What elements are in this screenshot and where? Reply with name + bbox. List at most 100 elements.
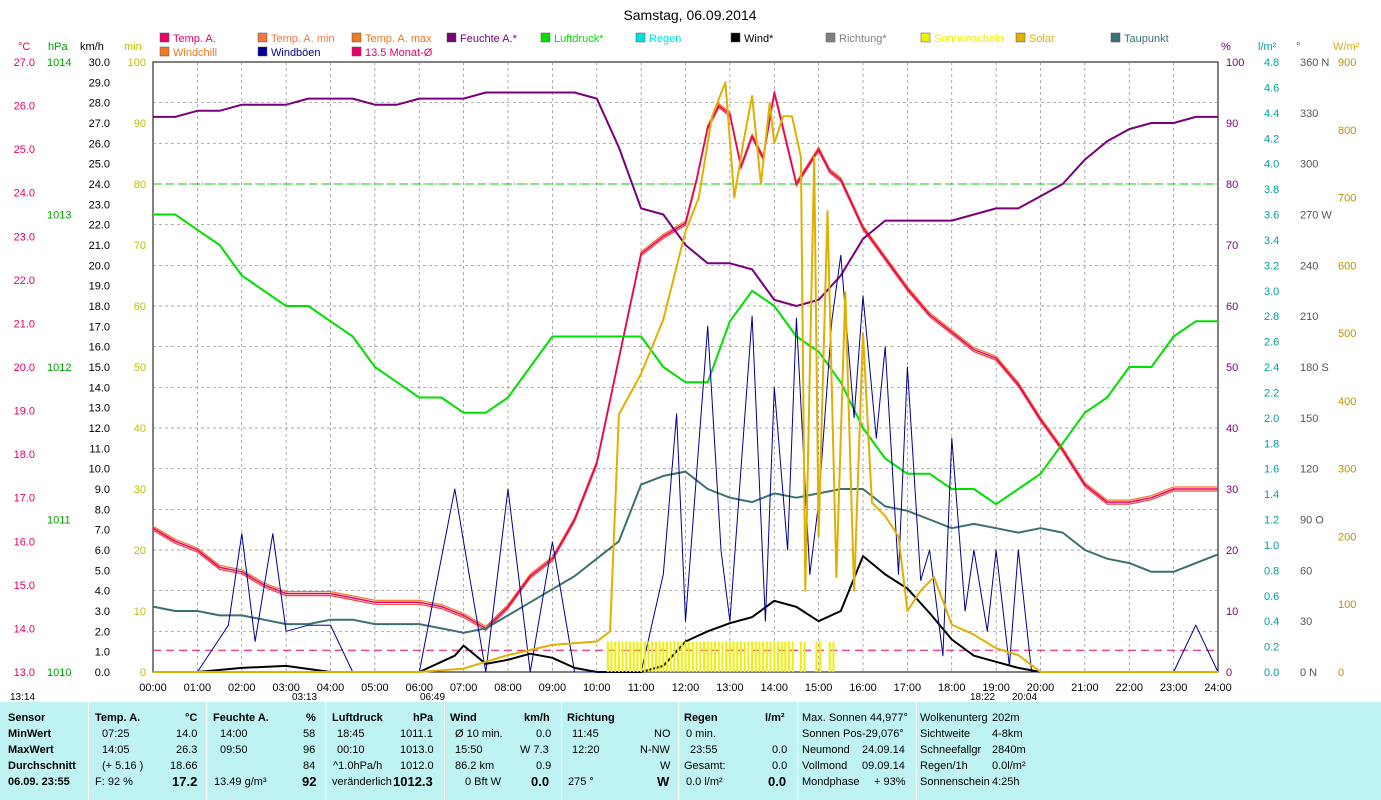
temp-min-time: 07:25 — [102, 728, 130, 740]
hum-current: 92 — [302, 774, 317, 789]
hum-tick-label: 80 — [1226, 179, 1238, 191]
marker-label: 20:04 — [1012, 692, 1037, 702]
dir-max-value: N-NW — [640, 744, 670, 756]
wind-tick-label: 21.0 — [89, 240, 110, 252]
press-min-time: 18:45 — [337, 728, 365, 740]
marker-label: 06:49 — [420, 692, 445, 702]
weather-chart: Samstag, 06.09.2014 Temp. A. Temp. A. min T… — [10, 7, 1360, 702]
rain-tick-label: 1.2 — [1264, 515, 1279, 527]
dir-tick-label: 150 — [1300, 413, 1318, 425]
solar-tick-label: 400 — [1338, 396, 1356, 408]
temp-unit: °C — [185, 712, 198, 724]
legend-swatch — [351, 46, 362, 57]
rain-tick-label: 0.0 — [1264, 667, 1279, 679]
min-tick-label: 20 — [134, 545, 146, 557]
hum-tick-label: 40 — [1226, 423, 1238, 435]
dir-tick-label: 90 O — [1300, 515, 1324, 527]
sunshine-value: 4:25h — [992, 776, 1020, 788]
temp-tick-label: 22.0 — [14, 275, 35, 287]
time-tick-label: 14:00 — [760, 682, 788, 694]
wind-tick-label: 28.0 — [89, 98, 110, 110]
wind-tick-label: 5.0 — [95, 565, 110, 577]
rain-tick-label: 0.2 — [1264, 642, 1279, 654]
time-tick-label: 12:00 — [672, 682, 700, 694]
temp-tick-label: 25.0 — [14, 144, 35, 156]
dir-min-value: NO — [654, 728, 671, 740]
legend-label: Feuchte A.* — [460, 33, 518, 45]
press-header: Luftdruck — [332, 712, 383, 724]
dir-tick-label: 300 — [1300, 159, 1318, 171]
solar-tick-label: 200 — [1338, 531, 1356, 543]
sun-pos-value: -29,076° — [862, 728, 904, 740]
wind-tick-label: 7.0 — [95, 525, 110, 537]
min-tick-label: 90 — [134, 118, 146, 130]
cloud-base-value: 202m — [992, 712, 1020, 724]
solar-tick-label: 100 — [1338, 599, 1356, 611]
time-tick-label: 08:00 — [494, 682, 522, 694]
press-current: 1012.3 — [393, 774, 433, 789]
wind-max-time: 15:50 — [455, 744, 483, 756]
avg-label: Durchschnitt — [8, 760, 76, 772]
marker-label: 03:13 — [292, 692, 317, 702]
hum-avg-value: 84 — [303, 760, 316, 772]
temp-min-value: 14.0 — [176, 728, 198, 740]
press-trend: ^1.0hPa/h — [333, 760, 383, 772]
dir-tick-label: 270 W — [1300, 210, 1332, 222]
min-label: MinWert — [8, 728, 52, 740]
time-tick-label: 05:00 — [361, 682, 389, 694]
solar-tick-label: 600 — [1338, 260, 1356, 272]
temp-tick-label: 14.0 — [14, 623, 35, 635]
wind-avg-label: Ø 10 min. — [455, 728, 503, 740]
hum-absolute: 13.49 g/m³ — [214, 776, 267, 788]
solar-tick-label: 0 — [1338, 667, 1344, 679]
legend-swatch — [351, 32, 362, 43]
legend-label: 13.5 Monat-Ø — [365, 47, 433, 59]
legend-label: Temp. A. min — [271, 33, 335, 45]
temp-tick-label: 15.0 — [14, 580, 35, 592]
rain-tick-label: 2.0 — [1264, 413, 1279, 425]
dir-tick-label: 360 N — [1300, 57, 1329, 69]
temp-max-value: 26.3 — [176, 744, 198, 756]
rain-tick-label: 2.6 — [1264, 337, 1279, 349]
hum-tick-label: 50 — [1226, 362, 1238, 374]
temp-a-series-line — [152, 91, 1218, 630]
rain-header: Regen — [684, 712, 718, 724]
dir-tick-label: 30 — [1300, 616, 1312, 628]
dir-tick-label: 60 — [1300, 565, 1312, 577]
wind-unit: km/h — [524, 712, 550, 724]
wind-tick-label: 19.0 — [89, 281, 110, 293]
wind-tick-label: 1.0 — [95, 647, 110, 659]
rain-tick-label: 4.8 — [1264, 57, 1279, 69]
rain-tick-label: 0.6 — [1264, 591, 1279, 603]
wind-header: Wind — [450, 712, 477, 724]
full-moon-date: 09.09.14 — [862, 760, 905, 772]
wind-tick-label: 0.0 — [95, 667, 110, 679]
press-tick-label: 1014 — [47, 57, 71, 69]
temp-tick-label: 13.0 — [14, 667, 35, 679]
feuchte-a-series-line — [153, 91, 1218, 307]
temp-tick-label: 23.0 — [14, 231, 35, 243]
solar-tick-label: 900 — [1338, 57, 1356, 69]
press-forecast: veränderlich — [332, 776, 392, 788]
solar-tick-label: 500 — [1338, 328, 1356, 340]
rain-sum: 0.0 l/m² — [686, 776, 723, 788]
statistics-panel: Sensor MinWert MaxWert Durchschnitt 06.0… — [0, 702, 1381, 800]
temp-humidity: F: 92 % — [95, 776, 133, 788]
hum-tick-label: 90 — [1226, 118, 1238, 130]
hum-max-value: 96 — [303, 744, 316, 756]
min-tick-label: 60 — [134, 301, 146, 313]
wind-tick-label: 17.0 — [89, 321, 110, 333]
time-tick-label: 01:00 — [184, 682, 212, 694]
dir-tick-label: 0 N — [1300, 667, 1317, 679]
wind-tick-label: 15.0 — [89, 362, 110, 374]
rain-tick-label: 1.4 — [1264, 489, 1279, 501]
rain-tick-label: 0.4 — [1264, 616, 1279, 628]
hum-tick-label: 100 — [1226, 57, 1244, 69]
hum-min-value: 58 — [303, 728, 316, 740]
visibility-label: Sichtweite — [920, 728, 971, 740]
time-tick-label: 24:00 — [1204, 682, 1232, 694]
time-tick-label: 20:00 — [1027, 682, 1055, 694]
luftdruck-series-line — [153, 213, 1218, 506]
temp-tick-label: 27.0 — [14, 57, 35, 69]
wind-tick-label: 25.0 — [89, 159, 110, 171]
